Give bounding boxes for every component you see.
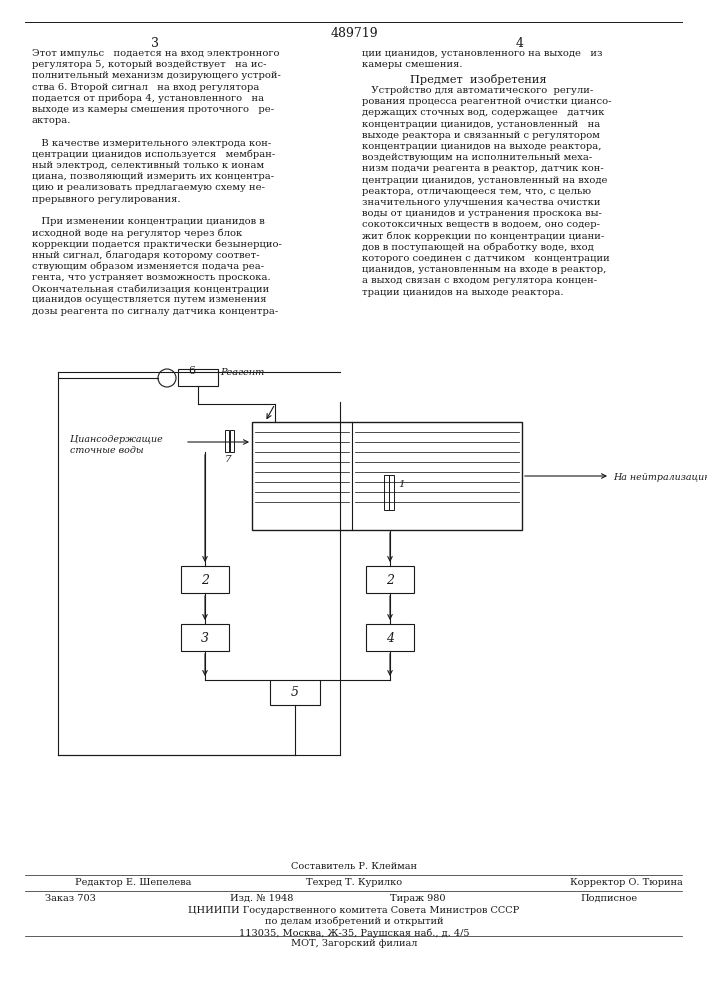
Text: выходе реактора и связанный с регулятором: выходе реактора и связанный с регуляторо… [362,131,600,140]
Text: 489719: 489719 [330,27,378,40]
Text: центрации цианидов, установленный на входе: центрации цианидов, установленный на вхо… [362,176,607,185]
Text: исходной воде на регулятор через блок: исходной воде на регулятор через блок [32,228,243,238]
Text: воздействующим на исполнительный меха-: воздействующим на исполнительный меха- [362,153,592,162]
Text: 3: 3 [201,632,209,645]
Text: а выход связан с входом регулятора концен-: а выход связан с входом регулятора конце… [362,276,597,285]
Text: актора.: актора. [32,116,71,125]
Text: концентрации цианидов, установленный   на: концентрации цианидов, установленный на [362,120,600,129]
Text: Тираж 980: Тираж 980 [390,894,445,903]
Text: значительного улучшения качества очистки: значительного улучшения качества очистки [362,198,600,207]
Bar [181,566,229,593]
Text: 113035, Москва, Ж-35, Раушская наб., д. 4/5: 113035, Москва, Ж-35, Раушская наб., д. … [239,928,469,938]
Text: ный электрод, селективный только к ионам: ный электрод, селективный только к ионам [32,161,264,170]
Text: Составитель Р. Клейман: Составитель Р. Клейман [291,862,417,871]
Text: 4: 4 [386,632,394,645]
Text: цианидов осуществляется путем изменения: цианидов осуществляется путем изменения [32,295,267,304]
Text: МОТ, Загорский филиал: МОТ, Загорский филиал [291,939,417,948]
Bar [178,369,218,386]
Text: полнительный механизм дозирующего устрой-: полнительный механизм дозирующего устрой… [32,71,281,80]
Text: рования процесса реагентной очистки циансо-: рования процесса реагентной очистки циан… [362,97,612,106]
Text: центрации цианидов используется   мембран-: центрации цианидов используется мембран- [32,150,275,159]
Text: коррекции подается практически безынерцио-: коррекции подается практически безынерци… [32,239,282,249]
Text: ства 6. Второй сигнал   на вход регулятора: ства 6. Второй сигнал на вход регулятора [32,83,259,92]
Text: цианидов, установленным на входе в реактор,: цианидов, установленным на входе в реакт… [362,265,607,274]
Text: Реагент: Реагент [220,368,264,377]
Text: концентрации цианидов на выходе реактора,: концентрации цианидов на выходе реактора… [362,142,602,151]
Text: трации цианидов на выходе реактора.: трации цианидов на выходе реактора. [362,288,563,297]
Text: В качестве измерительного электрода кон-: В качестве измерительного электрода кон- [32,139,271,148]
Text: При изменении концентрации цианидов в: При изменении концентрации цианидов в [32,217,264,226]
Text: по делам изобретений и открытий: по делам изобретений и открытий [264,917,443,926]
Text: ции цианидов, установленного на выходе   из: ции цианидов, установленного на выходе и… [362,49,602,58]
Text: циана, позволяющий измерить их концентра-: циана, позволяющий измерить их концентра… [32,172,274,181]
Text: Редактор Е. Шепелева: Редактор Е. Шепелева [75,878,192,887]
Text: дозы реагента по сигналу датчика концентра-: дозы реагента по сигналу датчика концент… [32,307,279,316]
Text: Корректор О. Тюрина: Корректор О. Тюрина [570,878,683,887]
Text: регулятора 5, который воздействует   на ис-: регулятора 5, который воздействует на ис… [32,60,267,69]
Text: жит блок коррекции по концентрации циани-: жит блок коррекции по концентрации циани… [362,232,604,241]
Text: нный сигнал, благодаря которому соответ-: нный сигнал, благодаря которому соответ- [32,251,259,260]
Text: 2: 2 [201,574,209,586]
Text: Устройство для автоматического  регули-: Устройство для автоматического регули- [362,86,593,95]
Text: которого соединен с датчиком   концентрации: которого соединен с датчиком концентраци… [362,254,609,263]
Text: Подписное: Подписное [580,894,637,903]
Text: сточные воды: сточные воды [70,446,144,455]
Text: 5: 5 [291,686,299,700]
Text: ствующим образом изменяется подача реа-: ствующим образом изменяется подача реа- [32,262,264,271]
Bar [181,624,229,651]
Text: низм подачи реагента в реактор, датчик кон-: низм подачи реагента в реактор, датчик к… [362,164,604,173]
Text: На нейтрализацию: На нейтрализацию [613,473,707,482]
Text: 1: 1 [398,480,404,489]
Text: Этот импульс   подается на вход электронного: Этот импульс подается на вход электронно… [32,49,279,58]
Text: Окончательная стабилизация концентрации: Окончательная стабилизация концентрации [32,284,269,294]
Text: цию и реализовать предлагаемую схему не-: цию и реализовать предлагаемую схему не- [32,183,265,192]
Text: держащих сточных вод, содержащее   датчик: держащих сточных вод, содержащее датчик [362,108,604,117]
Bar [366,566,414,593]
Bar [366,624,414,651]
Text: подается от прибора 4, установленного   на: подается от прибора 4, установленного на [32,94,264,103]
Text: Заказ 703: Заказ 703 [45,894,96,903]
Text: камеры смешения.: камеры смешения. [362,60,462,69]
Text: Техред Т. Курилко: Техред Т. Курилко [306,878,402,887]
Text: гента, что устраняет возможность проскока.: гента, что устраняет возможность проскок… [32,273,271,282]
Text: Изд. № 1948: Изд. № 1948 [230,894,293,903]
Text: 6: 6 [189,366,196,376]
Bar [270,680,320,705]
Bar [225,430,229,452]
Text: 2: 2 [386,574,394,586]
Text: воды от цианидов и устранения проскока вы-: воды от цианидов и устранения проскока в… [362,209,602,218]
Text: прерывного регулирования.: прерывного регулирования. [32,195,180,204]
Text: ЦНИИПИ Государственного комитета Совета Министров СССР: ЦНИИПИ Государственного комитета Совета … [188,906,520,915]
Text: 7: 7 [225,455,232,464]
Text: 3: 3 [151,37,159,50]
Bar [252,422,522,530]
Text: Предмет  изобретения: Предмет изобретения [409,74,547,85]
Bar [230,430,234,452]
Text: 4: 4 [516,37,524,50]
Text: выходе из камеры смешения проточного   ре-: выходе из камеры смешения проточного ре- [32,105,274,114]
Text: сокотоксичных веществ в водоем, оно содер-: сокотоксичных веществ в водоем, оно соде… [362,220,600,229]
Text: реактора, отличающееся тем, что, с целью: реактора, отличающееся тем, что, с целью [362,187,591,196]
Text: дов в поступающей на обработку воде, вход: дов в поступающей на обработку воде, вхо… [362,243,594,252]
Bar [384,475,389,510]
Bar [389,475,394,510]
Text: Циансодержащие: Циансодержащие [70,435,163,444]
